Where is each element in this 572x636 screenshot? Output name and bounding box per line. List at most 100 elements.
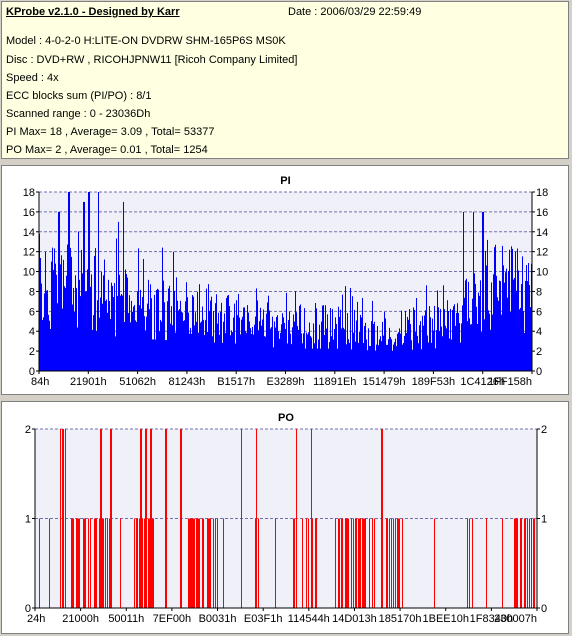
pi-bar xyxy=(260,307,261,371)
pi-bar xyxy=(517,248,518,371)
pi-bar xyxy=(426,285,427,371)
pi-bar xyxy=(78,231,79,371)
pi-bar xyxy=(124,321,125,371)
pi-bar xyxy=(150,284,151,371)
pi-bar xyxy=(266,313,267,371)
pi-bar xyxy=(223,321,224,371)
po-bar xyxy=(353,518,354,608)
pi-bar xyxy=(476,306,477,371)
pi-bar xyxy=(454,304,455,371)
po-xtick-label: 24h xyxy=(27,613,45,625)
pi-bar xyxy=(327,314,328,371)
pi-bar xyxy=(76,287,77,371)
po-ytick-right: 2 xyxy=(541,424,547,436)
po-ytick-left: 2 xyxy=(25,424,31,436)
po-bar xyxy=(199,518,200,608)
po-bar xyxy=(293,518,294,608)
pi-bar xyxy=(41,283,42,371)
pi-bar xyxy=(144,316,145,371)
pi-xtick-label: 81243h xyxy=(169,376,206,388)
pi-bar xyxy=(390,336,391,371)
pi-bar xyxy=(386,344,387,371)
pi-bar xyxy=(179,309,180,371)
pi-bar xyxy=(208,284,209,371)
pi-bar xyxy=(45,251,46,371)
pi-bar xyxy=(399,328,400,371)
pi-bar xyxy=(117,296,118,371)
po-bar xyxy=(355,518,356,608)
po-bar xyxy=(469,518,470,608)
pi-bar xyxy=(311,337,312,371)
pi-bar xyxy=(237,315,238,371)
pi-bar xyxy=(178,310,179,371)
pi-bar xyxy=(506,268,507,371)
po-bar xyxy=(338,518,339,608)
pi-bar xyxy=(67,244,68,371)
pi-bar xyxy=(379,339,380,371)
pi-bar xyxy=(421,349,422,371)
po-bar xyxy=(520,518,521,608)
pi-bar xyxy=(372,300,373,371)
pi-bar xyxy=(505,272,506,371)
pi-bar xyxy=(439,331,440,371)
pi-bar xyxy=(369,345,370,371)
pi-bar xyxy=(512,248,513,371)
pi-bar xyxy=(432,318,433,371)
pi-bar xyxy=(102,303,103,371)
pi-bar xyxy=(285,329,286,371)
pi-bar xyxy=(449,338,450,371)
pi-bar xyxy=(355,341,356,371)
pi-bar xyxy=(73,287,74,371)
pi-bar xyxy=(277,315,278,371)
po-bar xyxy=(517,518,518,608)
pi-bar xyxy=(289,311,290,371)
pi-bar xyxy=(111,282,112,371)
pi-bar xyxy=(249,321,250,371)
pi-bar xyxy=(501,314,502,371)
po-bar xyxy=(62,429,63,608)
pi-bar xyxy=(58,211,59,371)
pi-bar xyxy=(427,335,428,371)
pi-bar xyxy=(162,247,163,371)
pi-bar xyxy=(290,333,291,371)
pi-bar xyxy=(430,317,431,371)
pi-bar xyxy=(115,336,116,371)
pi-bar xyxy=(389,327,390,371)
pi-bar xyxy=(411,340,412,371)
pi-bar xyxy=(154,294,155,371)
pi-bar xyxy=(331,336,332,371)
pi-xtick-label: 189F53h xyxy=(412,376,455,388)
pi-ytick-left: 8 xyxy=(29,286,35,298)
pi-bar xyxy=(498,300,499,371)
pi-bar xyxy=(456,312,457,371)
pi-bar xyxy=(81,249,82,371)
pi-bar xyxy=(57,303,58,371)
pi-bar xyxy=(195,312,196,371)
pi-bar xyxy=(204,335,205,371)
pi-chart-panel: 0 0 2 2 4 4 6 6 8 8 10 10 12 12 14 14 16 16 18 18 84h 21901h 5… xyxy=(1,165,569,395)
pi-bar xyxy=(201,321,202,371)
pi-bar xyxy=(397,333,398,371)
pi-ytick-left: 16 xyxy=(23,207,35,219)
pi-bar xyxy=(173,251,174,371)
pi-bar xyxy=(175,332,176,371)
po-bar xyxy=(39,518,40,608)
pi-bar xyxy=(367,350,368,371)
pi-bar xyxy=(396,346,397,371)
po-ytick-left: 1 xyxy=(25,514,31,526)
po-bar xyxy=(306,518,307,608)
po-bar xyxy=(94,518,95,608)
po-bar xyxy=(145,429,146,608)
pi-bar xyxy=(166,340,167,371)
pi-ytick-left: 14 xyxy=(23,227,35,239)
pi-bar xyxy=(317,348,318,371)
po-bar xyxy=(241,429,242,608)
pi-bar xyxy=(464,297,465,371)
po-bar xyxy=(76,518,77,608)
pi-bar xyxy=(431,342,432,371)
po-bar xyxy=(103,518,104,608)
pi-bar xyxy=(119,274,120,371)
pi-bar xyxy=(403,342,404,371)
po-bar xyxy=(398,518,399,608)
po-bar xyxy=(255,518,256,608)
